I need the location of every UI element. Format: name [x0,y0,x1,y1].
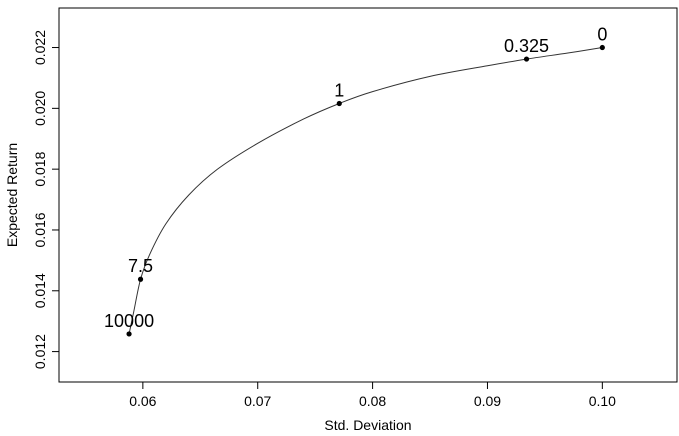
point-label: 1 [334,80,344,100]
frontier-point [599,44,605,51]
point-label: 0.325 [504,36,549,56]
y-axis: 0.012 0.014 0.016 0.018 0.020 0.022 [32,30,59,369]
x-tick-label: 0.08 [359,393,386,409]
y-tick-label: 0.014 [32,273,48,308]
point-label: 7.5 [128,256,153,276]
y-tick-label: 0.020 [32,91,48,126]
frontier-curve [128,47,603,335]
x-axis-title: Std. Deviation [324,417,411,433]
x-tick-label: 0.07 [244,393,271,409]
y-axis-title: Expected Return [4,143,20,247]
x-tick-label: 0.10 [589,393,616,409]
y-tick-label: 0.012 [32,334,48,369]
y-tick-label: 0.016 [32,212,48,247]
y-tick-label: 0.022 [32,30,48,65]
frontier-point [523,56,530,62]
point-label: 10000 [104,311,154,331]
x-tick-label: 0.06 [129,393,156,409]
x-tick-label: 0.09 [474,393,501,409]
frontier-point [126,331,132,337]
frontier-point [137,276,144,282]
plot-frame [58,7,678,383]
point-label: 0 [597,25,607,45]
y-tick-label: 0.018 [32,151,48,186]
frontier-points: 10000 7.5 1 0.325 0 [104,25,607,337]
frontier-point [336,100,342,107]
x-axis: 0.06 0.07 0.08 0.09 0.10 [129,382,616,409]
